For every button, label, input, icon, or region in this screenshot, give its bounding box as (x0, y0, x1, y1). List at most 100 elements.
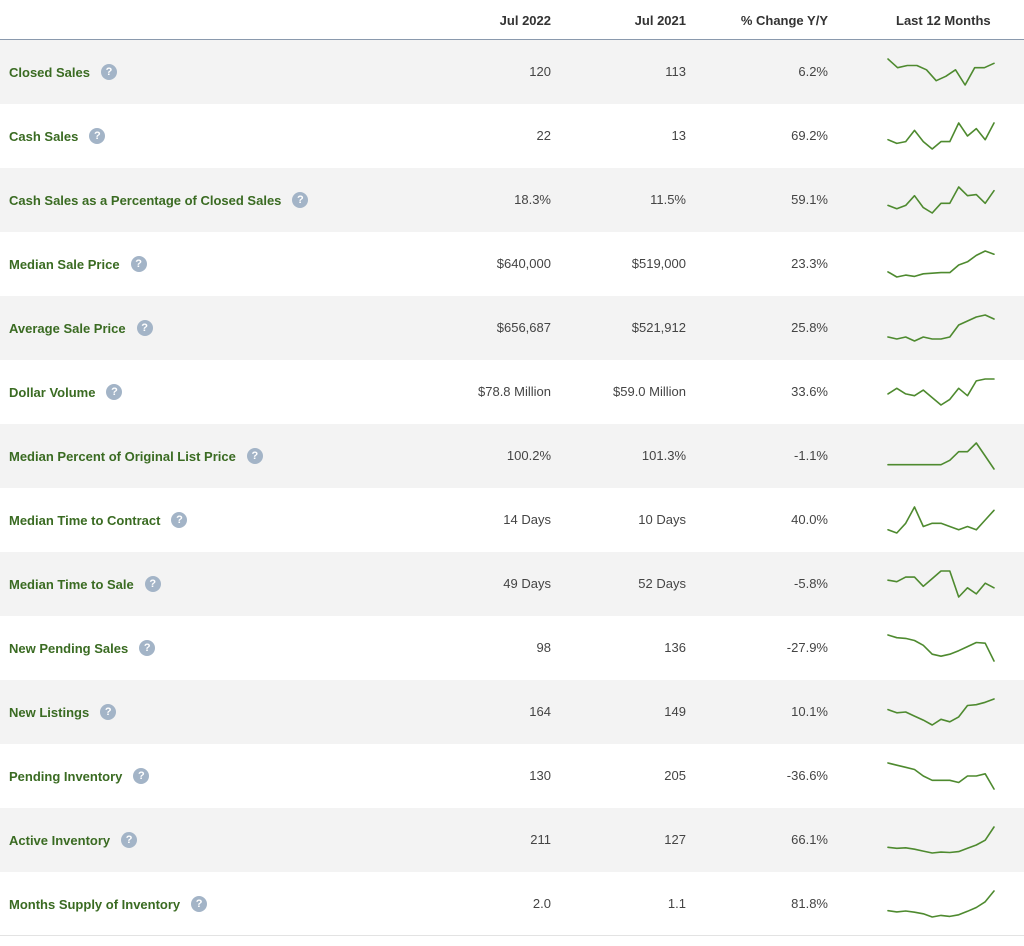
value-jul-2021: $521,912 (631, 320, 686, 335)
metric-cell: Pending Inventory? (9, 744, 150, 808)
value-jul-2021: $59.0 Million (613, 384, 686, 399)
help-icon[interactable]: ? (100, 704, 117, 720)
sparkline-series (887, 570, 995, 598)
sparkline-series (887, 314, 995, 342)
metric-label: Cash Sales as a Percentage of Closed Sal… (9, 192, 282, 208)
metric-cell: Median Time to Contract? (9, 488, 188, 552)
value-jul-2021: 205 (664, 768, 686, 783)
help-icon[interactable]: ? (171, 512, 188, 528)
help-icon[interactable]: ? (136, 320, 153, 336)
sparkline-chart (887, 698, 995, 726)
metric-label: Closed Sales (9, 64, 90, 80)
sparkline-series (887, 378, 995, 406)
column-header-percent-change[interactable]: % Change Y/Y (740, 13, 828, 28)
value-jul-2022: 100.2% (506, 448, 551, 463)
sparkline-chart (887, 250, 995, 278)
value-jul-2022: 164 (529, 704, 551, 719)
help-icon[interactable]: ? (121, 832, 138, 848)
table-row: Months Supply of Inventory? 2.0 1.1 81.8% (0, 872, 1024, 936)
help-icon[interactable]: ? (106, 384, 123, 400)
sparkline-series (887, 122, 995, 150)
sparkline-chart (887, 442, 995, 470)
help-icon[interactable]: ? (191, 896, 208, 912)
value-percent-change: 25.8% (791, 320, 828, 335)
help-icon[interactable]: ? (133, 768, 150, 784)
table-row: Cash Sales? 22 13 69.2% (0, 104, 1024, 168)
value-jul-2021: 10 Days (638, 512, 686, 527)
metric-label: New Pending Sales (9, 640, 129, 656)
metric-cell: Median Sale Price? (9, 232, 147, 296)
table-row: Closed Sales? 120 113 6.2% (0, 40, 1024, 104)
table-row: Average Sale Price? $656,687 $521,912 25.8% (0, 296, 1024, 360)
value-jul-2021: 1.1 (667, 896, 686, 911)
value-jul-2021: 52 Days (638, 576, 686, 591)
value-jul-2021: 149 (664, 704, 686, 719)
sparkline-series (887, 698, 995, 726)
sparkline-series (887, 186, 995, 214)
metric-cell: Median Time to Sale? (9, 552, 161, 616)
value-percent-change: 59.1% (791, 192, 828, 207)
sparkline-chart (887, 122, 995, 150)
value-percent-change: 69.2% (791, 128, 828, 143)
value-jul-2021: 127 (664, 832, 686, 847)
value-jul-2022: $640,000 (496, 256, 551, 271)
value-percent-change: 66.1% (791, 832, 828, 847)
help-icon[interactable]: ? (130, 256, 147, 272)
table-row: Cash Sales as a Percentage of Closed Sal… (0, 168, 1024, 232)
table-row: Dollar Volume? $78.8 Million $59.0 Million… (0, 360, 1024, 424)
value-percent-change: 81.8% (791, 896, 828, 911)
table-row: Active Inventory? 211 127 66.1% (0, 808, 1024, 872)
metric-label: Median Percent of Original List Price (9, 448, 236, 464)
sparkline-series (887, 634, 995, 662)
value-jul-2021: 101.3% (641, 448, 686, 463)
value-jul-2022: 2.0 (532, 896, 551, 911)
value-jul-2022: 14 Days (503, 512, 551, 527)
value-jul-2021: 113 (665, 64, 686, 79)
value-jul-2022: 98 (536, 640, 551, 655)
value-percent-change: 23.3% (791, 256, 828, 271)
sparkline-series (887, 442, 995, 470)
value-jul-2021: $519,000 (631, 256, 686, 271)
value-jul-2022: 18.3% (514, 192, 551, 207)
table-row: Median Sale Price? $640,000 $519,000 23.3% (0, 232, 1024, 296)
column-header-jul-2022[interactable]: Jul 2022 (499, 13, 551, 28)
help-icon[interactable]: ? (89, 128, 106, 144)
sparkline-chart (887, 186, 995, 214)
help-icon[interactable]: ? (144, 576, 161, 592)
metric-label: Dollar Volume (9, 384, 96, 400)
metric-cell: Active Inventory? (9, 808, 138, 872)
value-jul-2021: 136 (664, 640, 686, 655)
help-icon[interactable]: ? (100, 64, 117, 80)
value-percent-change: -5.8% (794, 576, 828, 591)
metric-label: Pending Inventory (9, 768, 123, 784)
table-row: Median Time to Contract? 14 Days 10 Days 40… (0, 488, 1024, 552)
value-jul-2022: 130 (529, 768, 551, 783)
metric-cell: New Listings? (9, 680, 117, 744)
value-percent-change: 6.2% (798, 64, 828, 79)
metric-cell: Average Sale Price? (9, 296, 153, 360)
sparkline-series (887, 58, 995, 86)
value-jul-2022: $656,687 (496, 320, 551, 335)
metric-cell: Dollar Volume? (9, 360, 123, 424)
value-percent-change: 40.0% (791, 512, 828, 527)
column-header-jul-2021[interactable]: Jul 2021 (634, 13, 686, 28)
table-row: Median Time to Sale? 49 Days 52 Days -5.8% (0, 552, 1024, 616)
sparkline-chart (887, 826, 995, 854)
sparkline-series (887, 250, 995, 278)
value-jul-2021: 13 (671, 128, 686, 143)
table-body: Closed Sales? 120 113 6.2% Cash Sales? 22 13 69… (0, 40, 1024, 936)
sparkline-series (887, 506, 995, 534)
sparkline-chart (887, 58, 995, 86)
help-icon[interactable]: ? (139, 640, 156, 656)
metric-label: New Listings (9, 704, 90, 720)
sparkline-chart (887, 506, 995, 534)
value-percent-change: 33.6% (791, 384, 828, 399)
help-icon[interactable]: ? (292, 192, 309, 208)
table-header: Jul 2022 Jul 2021 % Change Y/Y Last 12 M… (0, 0, 1024, 40)
sparkline-chart (887, 762, 995, 790)
metric-cell: Months Supply of Inventory? (9, 872, 208, 936)
help-icon[interactable]: ? (246, 448, 263, 464)
metric-cell: Median Percent of Original List Price? (9, 424, 263, 488)
sparkline-series (887, 826, 995, 854)
